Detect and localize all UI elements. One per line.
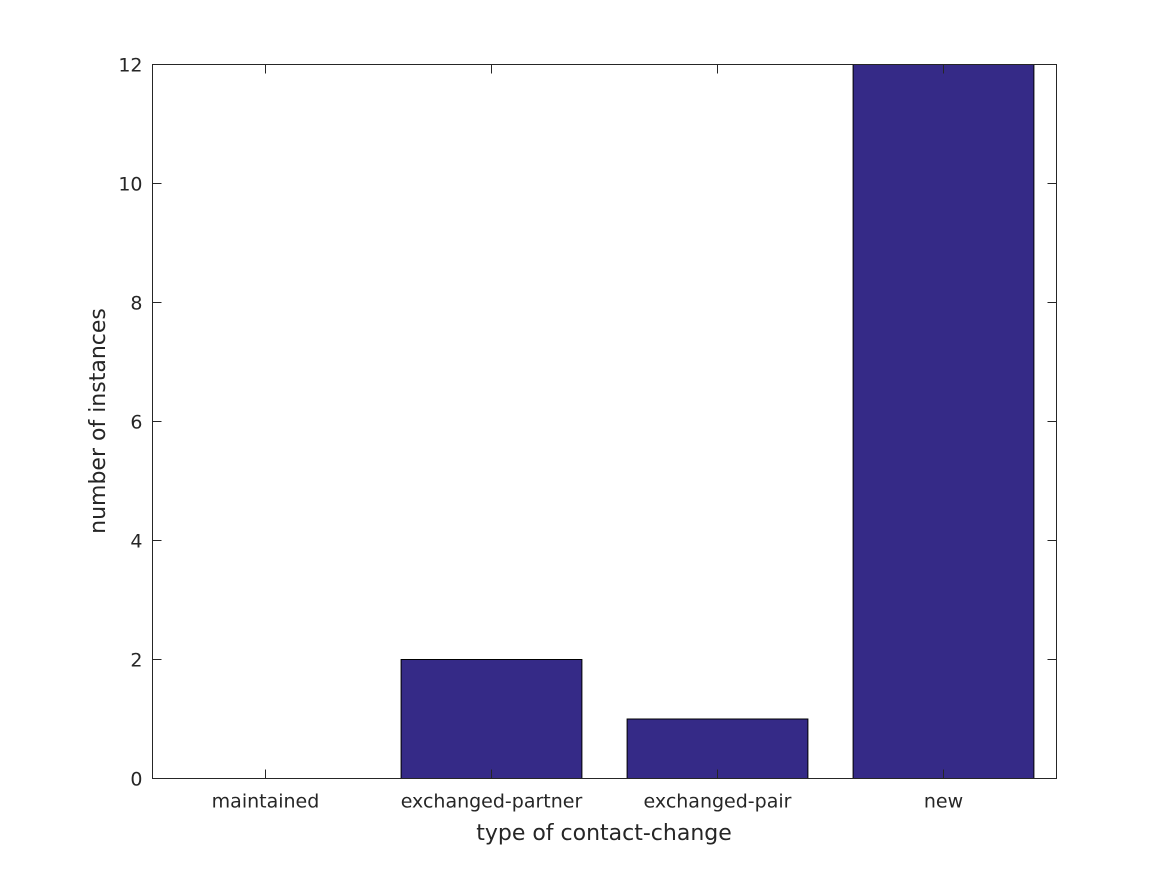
y-tick-label: 0 xyxy=(130,769,142,791)
x-tick-label: exchanged-pair xyxy=(644,791,792,813)
y-tick-label: 12 xyxy=(118,55,142,77)
bar-exchanged-partner xyxy=(400,659,583,779)
bars-group xyxy=(400,64,1035,779)
x-tick-label: exchanged-partner xyxy=(401,791,583,813)
y-tick-label: 2 xyxy=(130,650,142,672)
x-axis-ticks: maintained exchanged-partner exchanged-pai… xyxy=(212,64,963,813)
x-tick-label: new xyxy=(924,791,963,813)
y-axis-ticks: 0 2 4 6 8 10 12 xyxy=(118,55,1057,791)
bar-new xyxy=(852,64,1035,779)
y-tick-label: 8 xyxy=(130,293,142,315)
y-axis-label: number of instances xyxy=(86,308,111,534)
plot-frame xyxy=(152,64,1057,779)
y-tick-label: 6 xyxy=(130,412,142,434)
y-tick-label: 4 xyxy=(130,531,142,553)
x-tick-label: maintained xyxy=(212,791,320,813)
y-tick-label: 10 xyxy=(118,174,142,196)
x-axis-label: type of contact-change xyxy=(476,821,732,846)
bar-exchanged-pair xyxy=(626,718,809,779)
